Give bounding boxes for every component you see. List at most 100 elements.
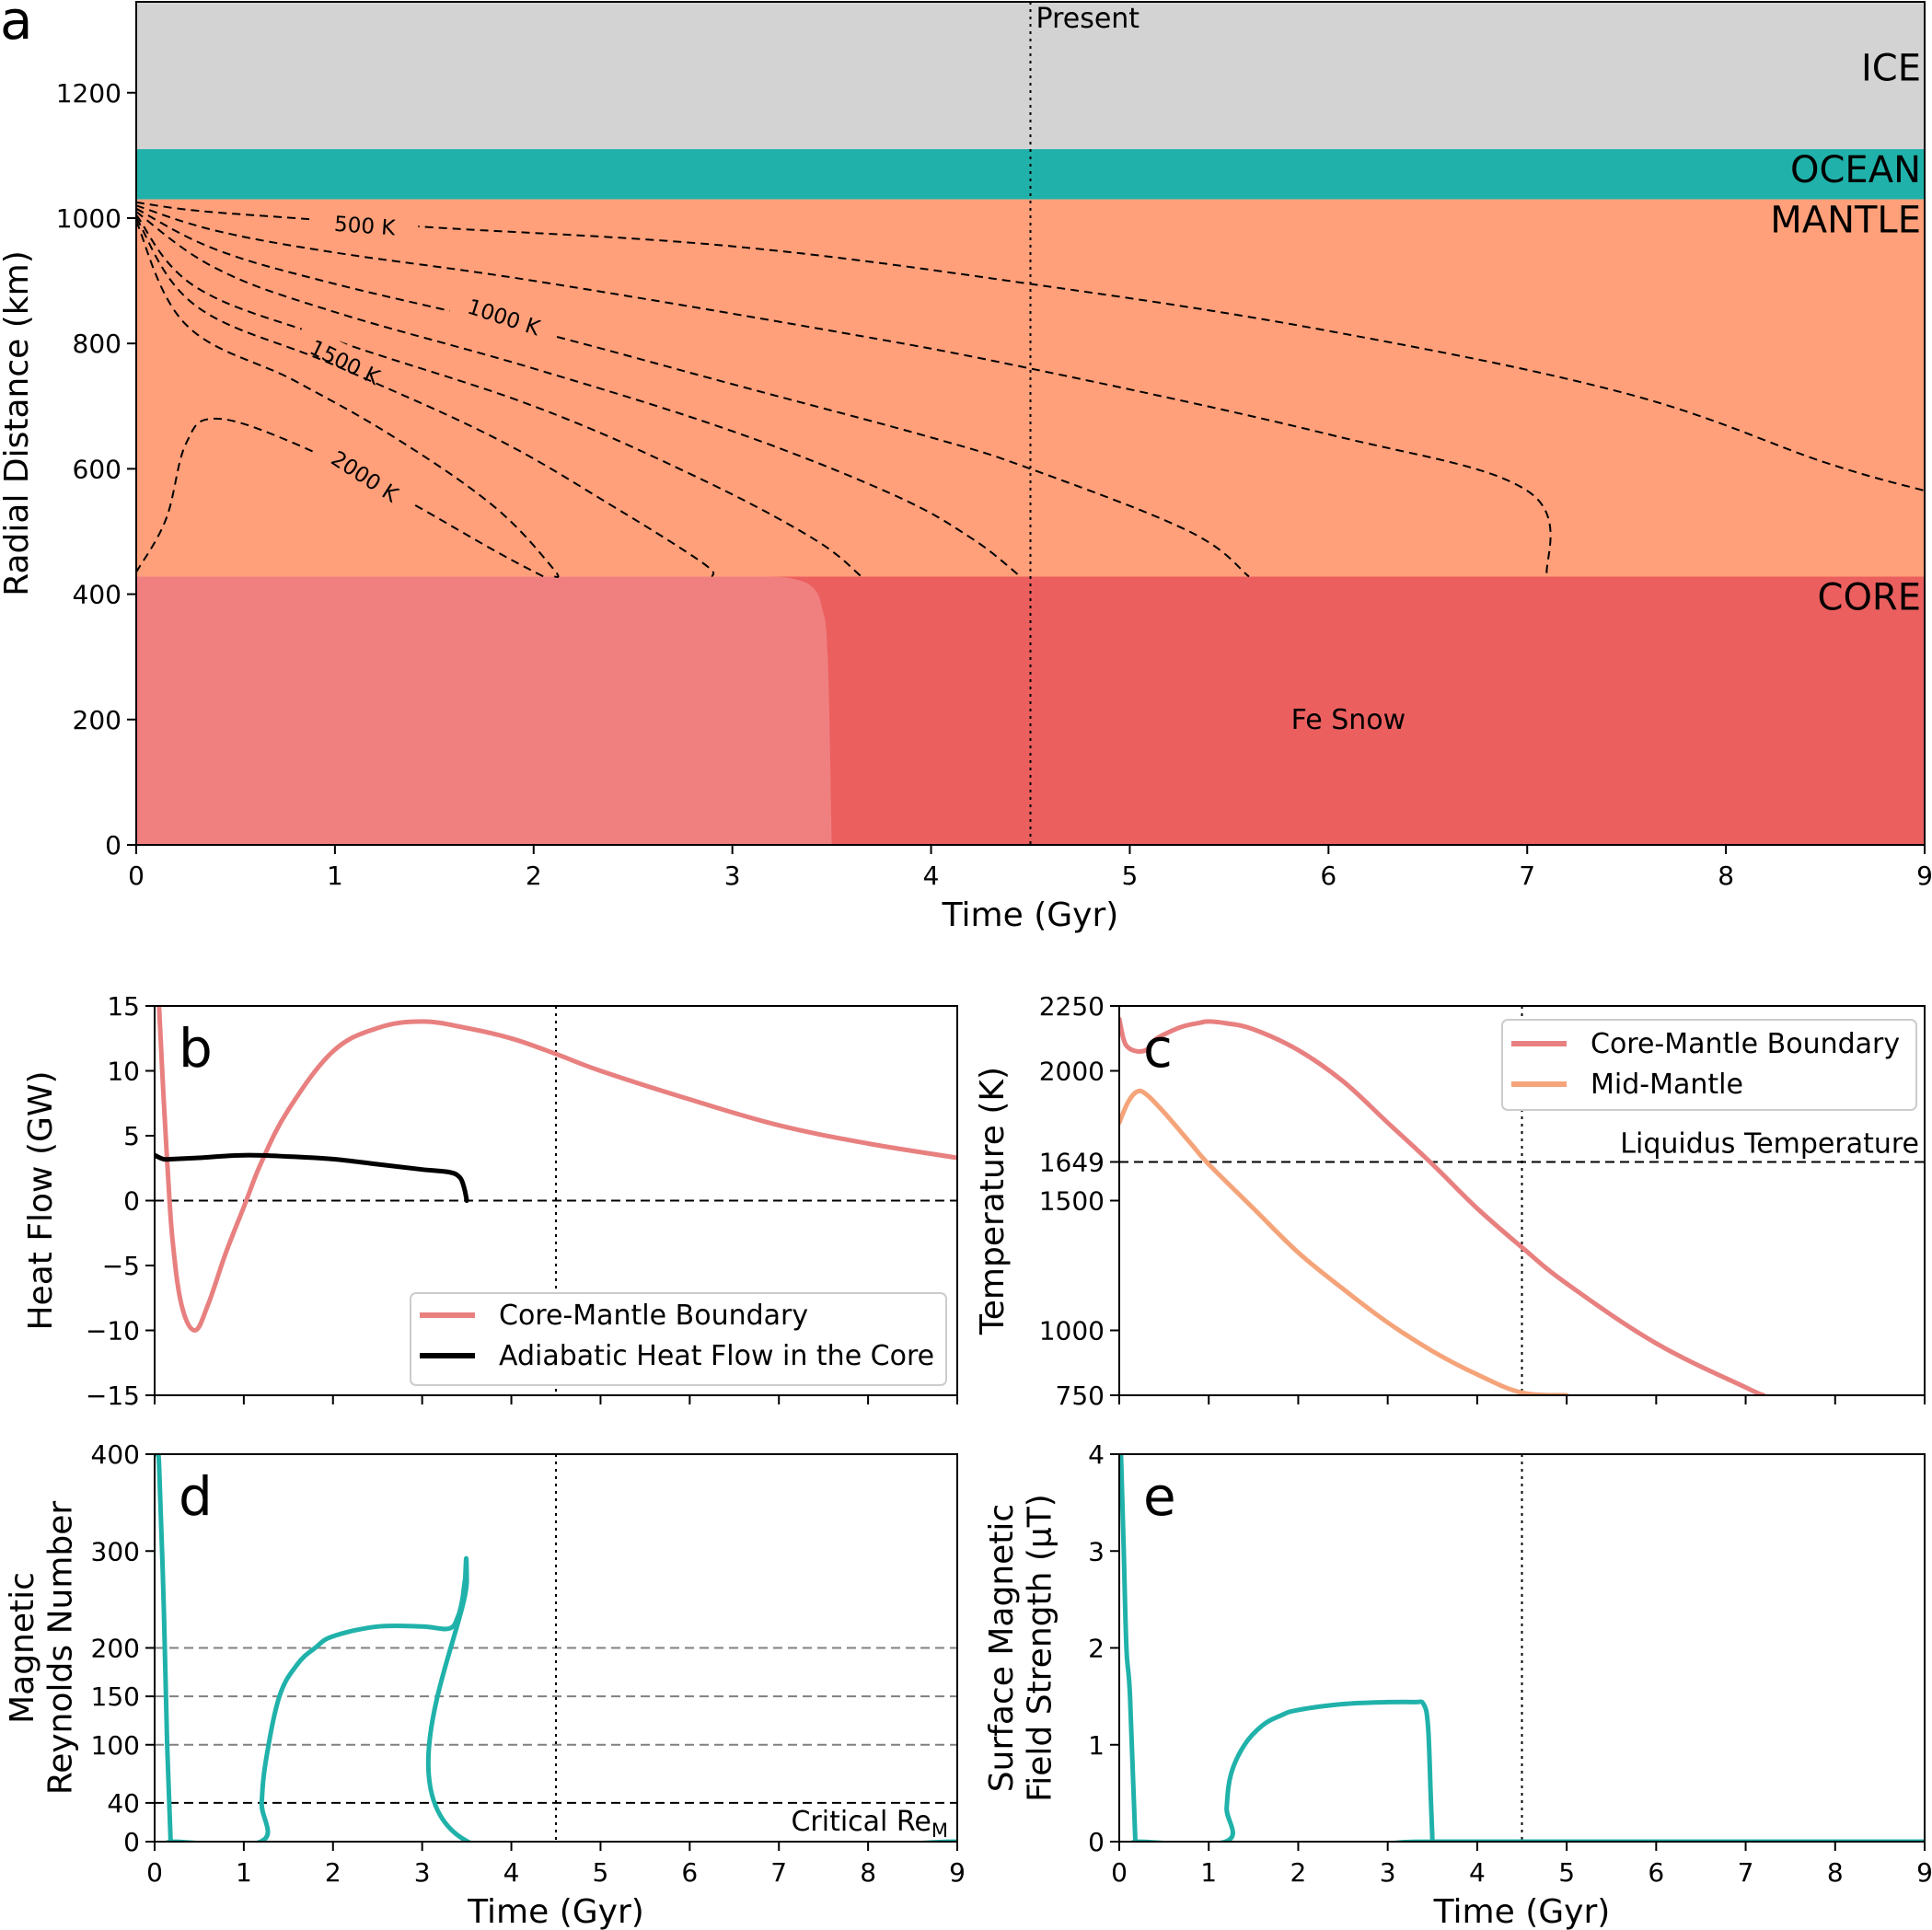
contour-label-bg xyxy=(448,284,561,346)
x-tick-label: 2 xyxy=(1290,1857,1307,1888)
y-tick-label: 4 xyxy=(1088,1439,1105,1470)
legend-label: Core-Mantle Boundary xyxy=(499,1300,808,1332)
legend-label: Mid-Mantle xyxy=(1591,1069,1743,1101)
x-tick-label: 0 xyxy=(128,861,145,891)
contour-line xyxy=(136,207,1250,578)
y-tick-label: 1200 xyxy=(56,78,121,109)
x-tick-label: 6 xyxy=(681,1857,698,1888)
x-tick-label: 1 xyxy=(327,861,343,891)
y-tick-label: 800 xyxy=(73,329,121,359)
contour-label: 500 K xyxy=(333,213,397,241)
series-line xyxy=(1119,1088,1569,1395)
y-tick-label: 1000 xyxy=(1039,1316,1105,1346)
x-tick-label: 5 xyxy=(1122,861,1139,891)
y-tick-label: 3 xyxy=(1088,1536,1105,1566)
y-tick-label: −5 xyxy=(102,1251,140,1281)
layer-label-mantle: MANTLE xyxy=(1770,199,1921,241)
y-tick-label: 600 xyxy=(73,454,121,484)
y-axis-title: MagneticReynolds Number xyxy=(4,1501,79,1796)
x-tick-label: 9 xyxy=(949,1857,966,1888)
x-tick-label: 4 xyxy=(923,861,940,891)
x-tick-label: 7 xyxy=(1738,1857,1754,1888)
contour-line xyxy=(136,204,1552,577)
x-tick-label: 5 xyxy=(1558,1857,1575,1888)
y-tick-label: 150 xyxy=(91,1682,140,1712)
y-tick-label: −15 xyxy=(86,1381,140,1411)
series-line xyxy=(156,1006,957,1333)
x-tick-label: 8 xyxy=(860,1857,876,1888)
x-tick-label: 9 xyxy=(1916,861,1932,891)
contour-line xyxy=(136,201,1925,492)
contour-label-bg xyxy=(313,433,419,516)
layer-label-core: CORE xyxy=(1818,576,1921,618)
x-tick-label: 7 xyxy=(1519,861,1535,891)
y-tick-label: 0 xyxy=(123,1827,140,1857)
y-tick-label: 0 xyxy=(1088,1827,1105,1857)
y-tick-label: 2250 xyxy=(1039,991,1105,1022)
contour-line xyxy=(136,417,545,578)
contour-label-bg xyxy=(310,205,420,243)
y-tick-label: 400 xyxy=(91,1439,140,1470)
y-tick-label: 10 xyxy=(107,1057,140,1087)
y-axis-title-line: Surface Magnetic xyxy=(983,1504,1021,1792)
y-tick-label: 750 xyxy=(1056,1381,1105,1411)
panel-letter: a xyxy=(0,0,33,52)
y-tick-label: 0 xyxy=(105,830,121,861)
x-tick-label: 1 xyxy=(1200,1857,1217,1888)
x-axis-title: Time (Gyr) xyxy=(1433,1893,1611,1930)
x-tick-label: 3 xyxy=(414,1857,431,1888)
y-axis-title: Heat Flow (GW) xyxy=(22,1070,60,1330)
y-tick-label: 5 xyxy=(123,1121,140,1151)
x-tick-label: 3 xyxy=(1380,1857,1396,1888)
reference-label-subscript: M xyxy=(931,1820,948,1842)
layer-mantle xyxy=(136,199,1925,577)
legend-box xyxy=(1501,1019,1917,1111)
series-line xyxy=(155,1152,469,1203)
axes-frame xyxy=(135,1,1926,846)
y-tick-label: 1000 xyxy=(56,203,121,234)
x-tick-label: 0 xyxy=(1111,1857,1128,1888)
y-tick-label: −10 xyxy=(86,1316,140,1346)
contour-line xyxy=(136,214,862,578)
layer-label-ocean: OCEAN xyxy=(1790,149,1921,191)
present-label: Present xyxy=(1036,3,1140,35)
y-tick-label: 0 xyxy=(123,1186,140,1217)
series-line xyxy=(1119,1454,1925,1842)
x-tick-label: 6 xyxy=(1320,861,1336,891)
y-tick-label: 200 xyxy=(73,705,121,735)
y-tick-label: 300 xyxy=(91,1536,140,1566)
contour-label-bg xyxy=(291,323,400,398)
y-tick-label: 2 xyxy=(1088,1634,1105,1664)
panel-letter: e xyxy=(1143,1465,1176,1528)
panel-letter: c xyxy=(1143,1017,1173,1080)
panel-e: 0 1 2 3 4 5 6 7 8 9 0 1 2 3 4 Time (Gyr) Surface Magneti… xyxy=(983,1439,1932,1930)
series-line xyxy=(155,1454,957,1842)
y-tick-label: 200 xyxy=(91,1634,140,1664)
x-tick-label: 4 xyxy=(503,1857,520,1888)
x-tick-label: 7 xyxy=(770,1857,787,1888)
fe-snow-label: Fe Snow xyxy=(1291,704,1406,736)
contour-line xyxy=(136,211,1022,578)
panel-c: 750 1000 1500 1649 2000 2250 Temperature (K) c C… xyxy=(974,991,1926,1411)
contour-line xyxy=(136,220,560,579)
reference-label-main: Critical Re xyxy=(791,1806,931,1838)
y-tick-label: 100 xyxy=(91,1730,140,1761)
x-tick-label: 1 xyxy=(236,1857,252,1888)
layer-label-ice: ICE xyxy=(1861,48,1921,90)
y-tick-label: 1649 xyxy=(1039,1147,1105,1177)
x-axis-title: Time (Gyr) xyxy=(467,1893,644,1930)
legend-box xyxy=(410,1292,947,1386)
y-axis-title-line: Magnetic xyxy=(4,1572,41,1724)
x-tick-label: 8 xyxy=(1827,1857,1844,1888)
x-tick-label: 4 xyxy=(1469,1857,1486,1888)
y-tick-label: 1500 xyxy=(1039,1186,1105,1217)
y-tick-label: 1 xyxy=(1088,1730,1105,1761)
series-line xyxy=(1119,1016,1766,1395)
y-tick-label: 400 xyxy=(73,580,121,610)
x-axis-title: Time (Gyr) xyxy=(942,896,1119,934)
reference-label: Liquidus Temperature xyxy=(1620,1127,1919,1160)
x-tick-label: 5 xyxy=(593,1857,609,1888)
legend-label: Adiabatic Heat Flow in the Core xyxy=(499,1340,934,1372)
